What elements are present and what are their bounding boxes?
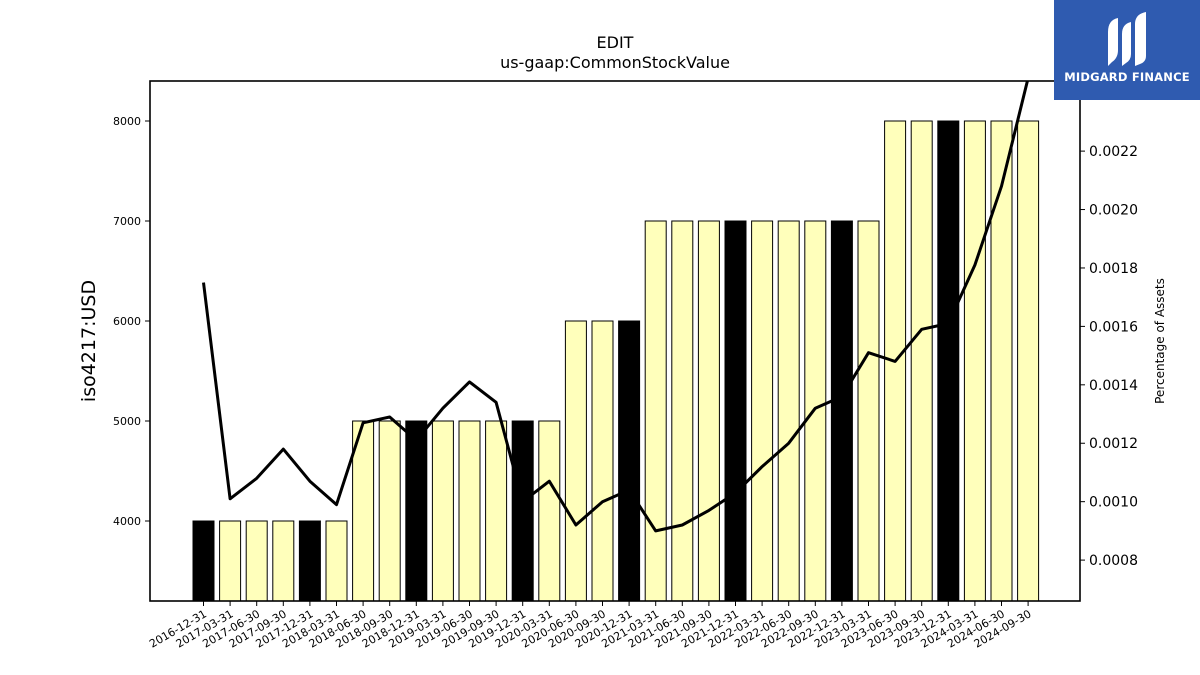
bar (777, 220, 800, 602)
bar (538, 420, 561, 602)
bar (644, 220, 667, 602)
bar (857, 220, 880, 602)
bar (1017, 120, 1040, 602)
plot-frame (149, 80, 1081, 602)
y2-tick-label: 0.0012 (1089, 436, 1138, 452)
y2-tick-label: 0.0010 (1089, 495, 1138, 511)
bar (990, 120, 1013, 602)
y-tick-label: 8000 (113, 115, 141, 128)
y2-tick-label: 0.0022 (1089, 144, 1138, 160)
bar (405, 420, 428, 602)
y-tick-label: 6000 (113, 315, 141, 328)
y2-tick-label: 0.0014 (1089, 378, 1138, 394)
bar (458, 420, 481, 602)
percentage-of-assets-line (202, 80, 1029, 533)
y-tick-label: 5000 (113, 415, 141, 428)
y-tick-label: 7000 (113, 215, 141, 228)
bar (564, 320, 587, 602)
bar (963, 120, 986, 602)
bar (245, 520, 268, 602)
bar (325, 520, 348, 602)
bar (431, 420, 454, 602)
y2-tick-label: 0.0008 (1089, 553, 1138, 569)
brand-logo: MIDGARD FINANCE (1054, 0, 1200, 100)
bar (751, 220, 774, 602)
bar (618, 320, 641, 602)
bar (591, 320, 614, 602)
bar (378, 420, 401, 602)
y-axis-label: iso4217:USD (78, 280, 100, 402)
y-tick-label: 4000 (113, 515, 141, 528)
y2-tick-label: 0.0020 (1089, 203, 1138, 219)
bar (804, 220, 827, 602)
bar (485, 420, 508, 602)
bar (671, 220, 694, 602)
y2-axis-label: Percentage of Assets (1153, 278, 1167, 404)
chart-title: EDIT (597, 33, 634, 52)
bar (192, 520, 215, 602)
y2-tick-label: 0.0018 (1089, 261, 1138, 277)
bar-series (192, 120, 1040, 602)
bar (724, 220, 747, 602)
bar (298, 520, 321, 602)
bar (910, 120, 933, 602)
y2-tick-label: 0.0016 (1089, 319, 1138, 335)
bar (937, 120, 960, 602)
bar (697, 220, 720, 602)
bar (511, 420, 534, 602)
logo-text: MIDGARD FINANCE (1064, 70, 1190, 84)
bar (830, 220, 853, 602)
bar (219, 520, 242, 602)
bar (272, 520, 295, 602)
logo-mark-icon (1108, 12, 1146, 66)
chart-subtitle: us-gaap:CommonStockValue (500, 53, 730, 72)
